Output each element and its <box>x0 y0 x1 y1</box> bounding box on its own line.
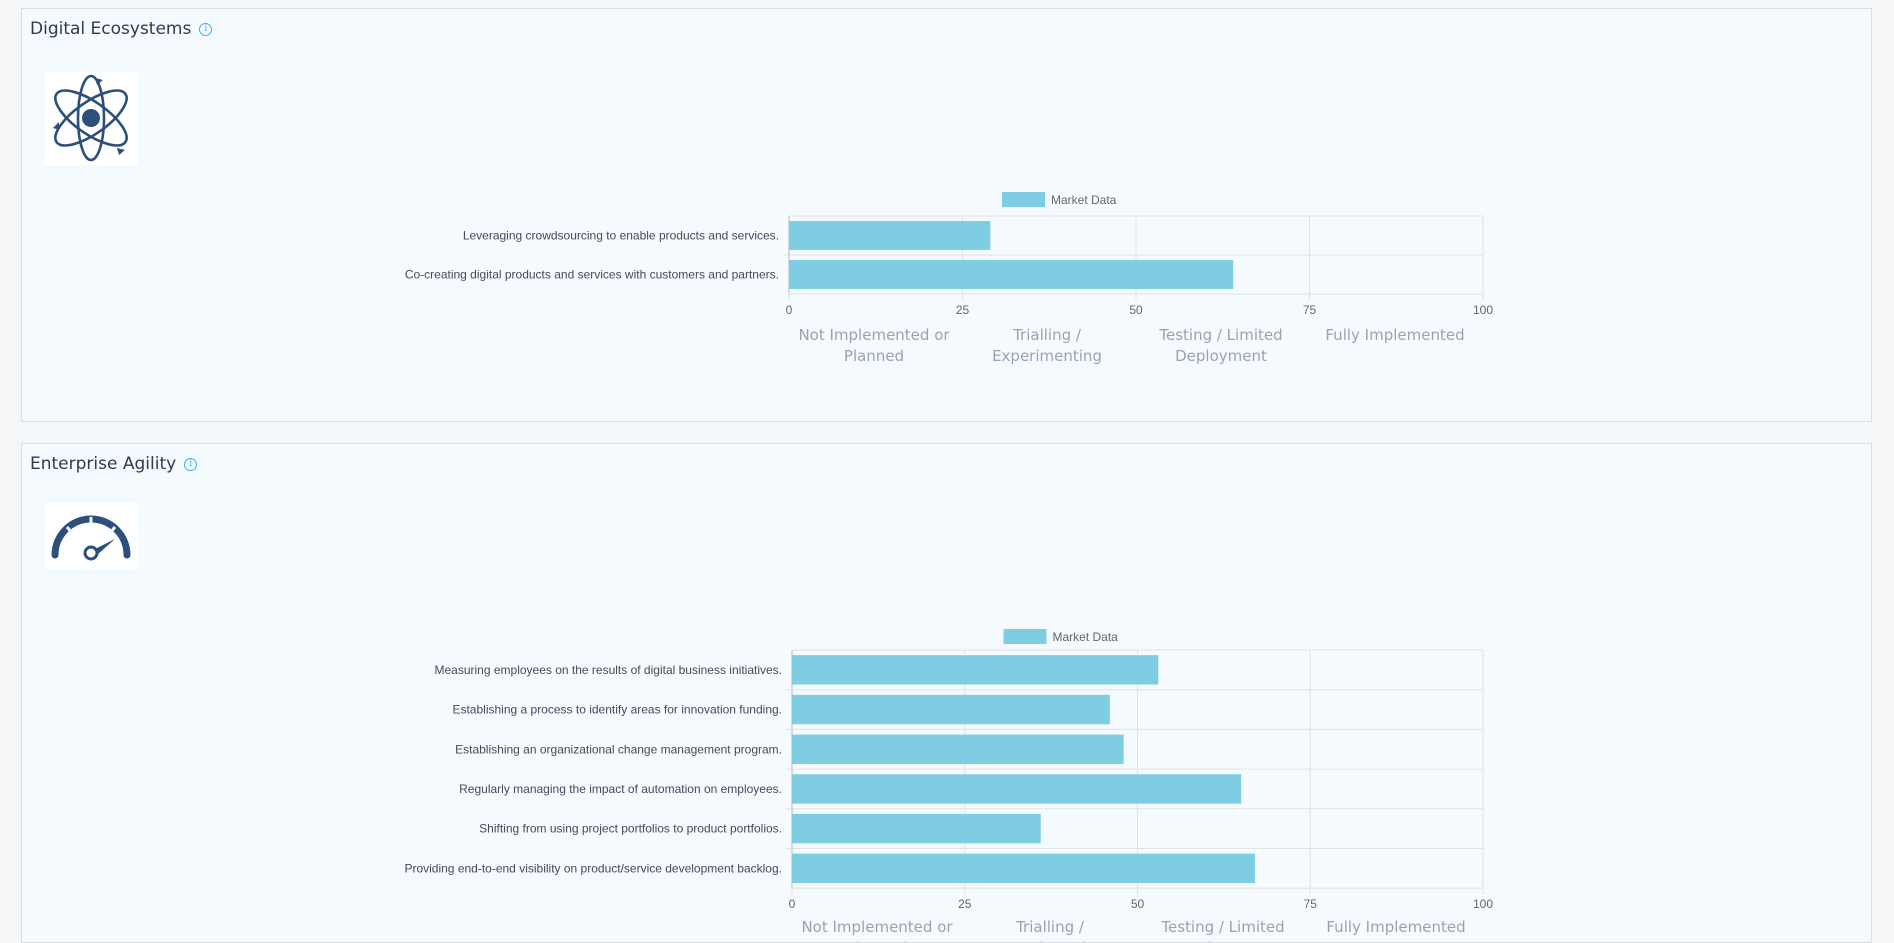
bar <box>789 221 991 250</box>
x-tick-label: 25 <box>956 303 970 317</box>
panel-title: Enterprise Agility i <box>30 454 198 474</box>
bar <box>792 694 1110 725</box>
category-label: Establishing a process to identify areas… <box>452 703 782 717</box>
speedometer-icon <box>45 503 138 569</box>
legend-swatch <box>1003 629 1047 644</box>
bar <box>792 853 1255 884</box>
enterprise-agility-panel: Enterprise Agility i Market Data 0 25 50 75 1… <box>21 443 1872 943</box>
info-icon[interactable]: i <box>199 22 213 36</box>
panel-title: Digital Ecosystems i <box>30 19 213 39</box>
bar <box>792 655 1159 685</box>
stage-label: Testing / Limited Deployment <box>1161 918 1285 942</box>
bar-chart-enterprise-agility: Market Data 0 25 50 75 100 Measuring employees… <box>404 629 1493 911</box>
category-label: Shifting from using project portfolios t… <box>479 822 782 836</box>
x-tick-label: 100 <box>1473 303 1493 317</box>
stage-label: Fully Implemented <box>1325 326 1465 344</box>
category-label: Leveraging crowdsourcing to enable produ… <box>463 229 779 243</box>
x-tick-label: 0 <box>789 897 796 911</box>
category-label: Co-creating digital products and service… <box>405 268 779 282</box>
bar <box>789 260 1234 289</box>
legend-label: Market Data <box>1053 630 1119 644</box>
x-tick-label: 75 <box>1304 897 1318 911</box>
legend-label: Market Data <box>1051 193 1117 207</box>
x-tick-label: 100 <box>1473 897 1493 911</box>
bar <box>792 813 1041 844</box>
atom-icon <box>45 72 138 165</box>
category-label: Regularly managing the impact of automat… <box>459 782 782 796</box>
x-tick-label: 50 <box>1129 303 1143 317</box>
stage-label: Fully Implemented <box>1326 918 1466 936</box>
x-tick-label: 50 <box>1131 897 1145 911</box>
x-tick-label: 75 <box>1303 303 1317 317</box>
legend-swatch <box>1002 192 1045 207</box>
bar <box>792 774 1242 804</box>
stage-label: Testing / Limited Deployment <box>1159 326 1283 365</box>
x-tick-label: 0 <box>786 303 793 317</box>
stage-label: Trialling / Experimenting <box>992 326 1102 365</box>
stage-label: Not Implemented or Planned <box>798 326 950 365</box>
category-label: Measuring employees on the results of di… <box>434 663 782 677</box>
bar <box>792 734 1124 764</box>
panel-title-text: Digital Ecosystems <box>30 19 192 39</box>
stage-label: Not Implemented or Planned <box>801 918 953 942</box>
bar-chart-digital-ecosystems: Market Data 0 25 50 75 100 Leveraging crowdsou… <box>405 192 1493 317</box>
category-label: Establishing an organizational change ma… <box>455 742 782 756</box>
stage-label: Trialling / Experimenting <box>995 918 1105 942</box>
panel-title-text: Enterprise Agility <box>30 454 177 474</box>
x-tick-label: 25 <box>958 897 972 911</box>
info-icon[interactable]: i <box>184 457 198 471</box>
digital-ecosystems-panel: Digital Ecosystems i Market Data 0 25 50 75 1… <box>21 8 1872 422</box>
category-label: Providing end-to-end visibility on produ… <box>404 861 782 875</box>
